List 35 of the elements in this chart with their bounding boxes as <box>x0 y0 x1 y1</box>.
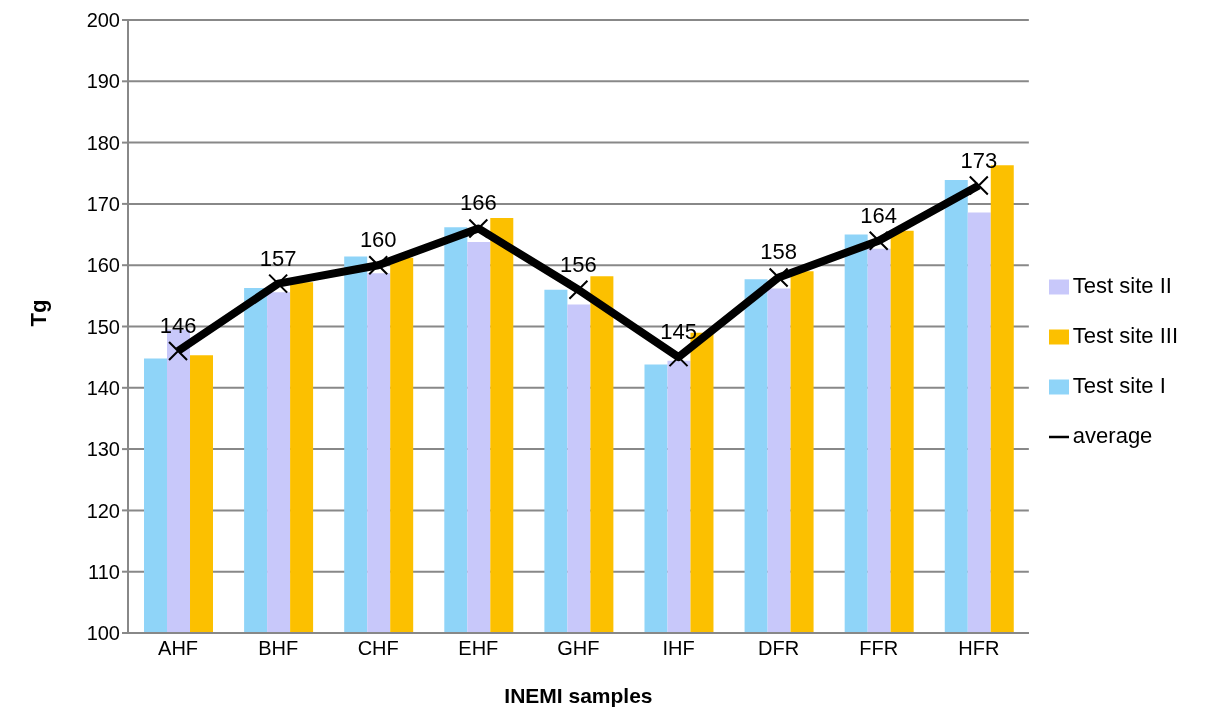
x-tick-label: AHF <box>158 637 199 660</box>
legend-label: Test site II <box>1072 272 1172 298</box>
data-label: 166 <box>459 190 497 216</box>
data-label: 157 <box>259 245 297 271</box>
y-tick-label: 150 <box>86 315 120 338</box>
y-tick-label: 130 <box>86 438 120 461</box>
x-tick-label: CHF <box>357 637 399 660</box>
data-label: 146 <box>159 313 197 339</box>
y-axis-title: Tg <box>25 299 51 327</box>
legend-label: average <box>1072 422 1153 448</box>
data-label: 156 <box>560 251 597 277</box>
x-tick-label: BHF <box>258 637 299 660</box>
y-tick-label: 180 <box>86 131 120 154</box>
data-label: 160 <box>359 227 397 253</box>
y-tick-label: 110 <box>88 560 120 583</box>
x-tick-label: FFR <box>859 637 899 660</box>
y-tick-label: 190 <box>86 70 120 93</box>
y-tick-label: 120 <box>86 499 120 522</box>
legend-label: Test site III <box>1072 322 1178 348</box>
data-label: 164 <box>860 202 898 228</box>
y-tick-label: 140 <box>86 376 120 399</box>
x-axis-title: INEMI samples <box>504 684 653 707</box>
data-label: 173 <box>960 147 998 173</box>
y-tick-label: 170 <box>86 193 120 215</box>
y-tick-label: 160 <box>86 254 120 277</box>
data-label: 158 <box>760 239 797 265</box>
x-tick-label: GHF <box>557 637 600 660</box>
x-tick-label: EHF <box>458 637 499 660</box>
data-label: 145 <box>660 319 697 345</box>
y-tick-label: 100 <box>86 622 120 645</box>
legend-label: Test site I <box>1072 372 1166 398</box>
y-tick-label: 200 <box>86 9 120 32</box>
x-tick-label: DFR <box>758 637 800 660</box>
x-tick-label: IHF <box>662 637 695 660</box>
x-tick-label: HFR <box>958 637 1000 660</box>
